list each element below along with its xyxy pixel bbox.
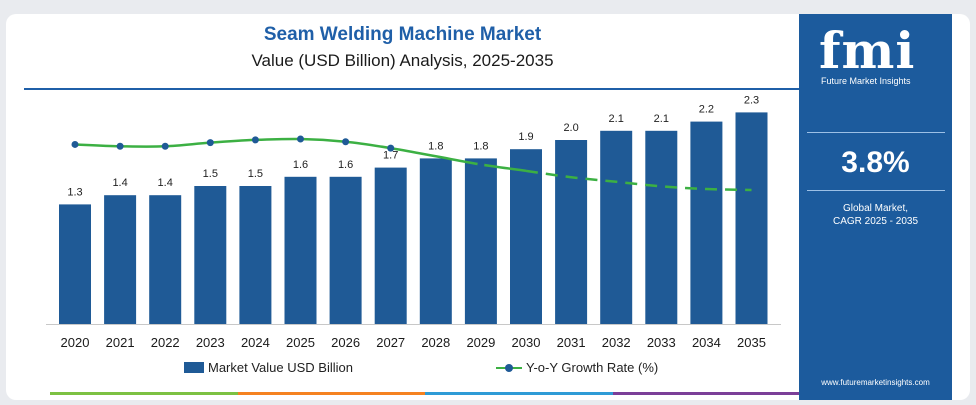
cagr-caption-line2: CAGR 2025 - 2035 (832, 216, 919, 227)
x-tick-label: 2025 (286, 335, 315, 350)
growth-marker-2029 (477, 160, 485, 168)
growth-line-dashed (525, 169, 752, 192)
x-tick-label: 2032 (602, 335, 631, 350)
legend-label-growth-rate: Y-o-Y Growth Rate (%) (526, 360, 659, 375)
legend-item-market-value: Market Value USD Billion (184, 360, 353, 375)
footer-strip-segment (237, 392, 425, 395)
growth-marker-2027 (387, 144, 395, 152)
growth-marker-2024 (251, 136, 259, 144)
legend: Market Value USD Billion Y-o-Y Growth Ra… (6, 360, 799, 380)
bar-data-label: 1.5 (248, 168, 263, 180)
bar-data-label: 1.6 (338, 159, 353, 171)
bar-2025 (284, 176, 317, 324)
bar-2022 (149, 195, 182, 324)
bar-data-label: 1.5 (203, 168, 218, 180)
sidebar-panel: fmi Future Market Insights 3.8% Global M… (799, 14, 952, 400)
bar-2024 (239, 186, 272, 324)
chart-card: Seam Welding Machine Market Value (USD B… (6, 14, 970, 400)
x-tick-label: 2031 (557, 335, 586, 350)
x-tick-label: 2034 (692, 335, 721, 350)
x-tick-label: 2020 (61, 335, 90, 350)
bar-data-label: 1.4 (158, 177, 173, 189)
bar-2033 (645, 130, 678, 324)
footer-color-strip (50, 392, 800, 395)
x-tick-label: 2030 (512, 335, 541, 350)
growth-marker-2023 (206, 139, 214, 147)
cagr-value: 3.8% (841, 146, 910, 179)
growth-marker-2025 (297, 135, 304, 143)
growth-marker-2022 (161, 142, 169, 150)
chart-area: Seam Welding Machine Market Value (USD B… (6, 14, 800, 400)
growth-marker-2026 (342, 138, 350, 146)
growth-marker-2020 (71, 140, 79, 148)
x-tick-label: 2024 (241, 335, 270, 350)
bar-2021 (104, 195, 137, 324)
bar-2034 (690, 121, 723, 324)
bar-data-label: 1.6 (293, 159, 308, 171)
legend-bar-swatch (184, 362, 204, 373)
bar-data-label: 1.8 (428, 140, 443, 152)
bar-data-label: 2.1 (654, 113, 669, 125)
x-tick-label: 2028 (421, 335, 450, 350)
x-tick-label: 2035 (737, 335, 766, 350)
bar-2026 (329, 176, 362, 324)
x-tick-label: 2027 (376, 335, 405, 350)
logo-tagline: Future Market Insights (821, 76, 911, 86)
bar-data-label: 1.7 (383, 150, 398, 162)
bar-2031 (555, 140, 588, 324)
legend-line-swatch (496, 363, 522, 372)
bar-2032 (600, 130, 633, 324)
sidebar-divider-bottom (807, 190, 945, 191)
footer-strip-segment (612, 392, 800, 395)
x-tick-label: 2029 (466, 335, 495, 350)
bar-2035 (735, 112, 768, 325)
bar-data-label: 1.4 (112, 177, 127, 189)
bar-2023 (194, 186, 227, 324)
bar-2029 (464, 158, 497, 324)
x-tick-label: 2033 (647, 335, 676, 350)
title-divider (24, 88, 799, 90)
chart-plot: 1.3 2020 1.4 2021 1.4 2022 1.5 2023 1.5 2024 1.6 20… (46, 94, 781, 350)
chart-title: Seam Welding Machine Market (263, 24, 542, 45)
fmi-logo: fmi (819, 21, 916, 80)
bar-data-label: 2.1 (609, 113, 624, 125)
bar-data-label: 1.8 (473, 140, 488, 152)
bar-data-label: 2.0 (563, 122, 578, 134)
chart-subtitle: Value (USD Billion) Analysis, 2025-2035 (251, 51, 554, 70)
legend-item-growth-rate: Y-o-Y Growth Rate (%) (496, 360, 658, 375)
x-tick-label: 2026 (331, 335, 360, 350)
sidebar-divider-top (807, 132, 945, 133)
cagr-caption: Global Market, CAGR 2025 - 2035 (799, 202, 952, 228)
cagr-caption-line1: Global Market, (842, 203, 909, 214)
bar-2030 (510, 149, 542, 324)
x-tick-label: 2021 (106, 335, 135, 350)
bar-2020 (59, 204, 91, 324)
footer-strip-segment (50, 392, 238, 395)
bar-data-label: 2.3 (744, 94, 759, 106)
bar-data-label: 1.3 (67, 186, 82, 198)
legend-label-market-value: Market Value USD Billion (208, 360, 353, 375)
website-url: www.futuremarketinsights.com (821, 378, 930, 387)
bar-2028 (419, 158, 452, 324)
bar-2027 (374, 167, 407, 324)
footer-strip-segment (425, 392, 613, 395)
x-tick-label: 2023 (196, 335, 225, 350)
bar-data-label: 2.2 (699, 104, 714, 116)
bar-data-label: 1.9 (518, 131, 533, 143)
x-tick-label: 2022 (151, 335, 180, 350)
growth-marker-2021 (116, 142, 124, 150)
